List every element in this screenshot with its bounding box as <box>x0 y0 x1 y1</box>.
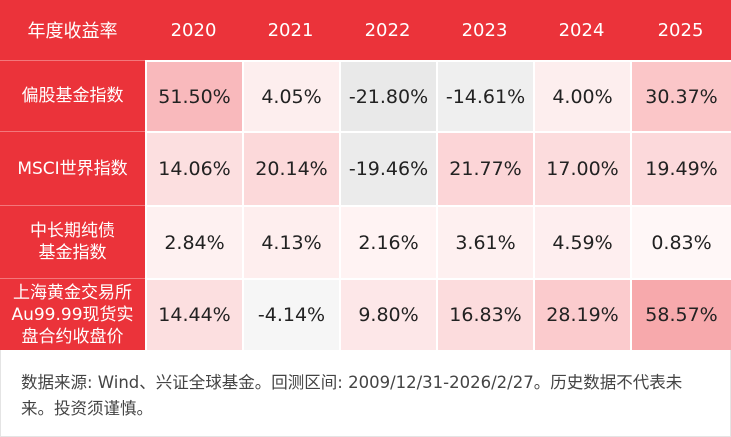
row-label-line: MSCI世界指数 <box>17 158 128 179</box>
header-cell: 年度收益率 <box>0 0 145 60</box>
row-label-line: Au99.99现货实 <box>11 304 134 325</box>
header-cell: 2022 <box>339 0 436 60</box>
value-cell: 4.00% <box>533 60 630 131</box>
value-cell: -14.61% <box>436 60 533 131</box>
row-label: 中长期纯债 基金指数 <box>0 205 145 278</box>
row-label-line: 基金指数 <box>38 243 107 263</box>
value-cell: 3.61% <box>436 205 533 278</box>
value-cell: 2.84% <box>145 205 242 278</box>
header-cell: 2024 <box>533 0 630 60</box>
header-cell: 2020 <box>145 0 242 60</box>
value-cell: -4.14% <box>242 278 339 350</box>
footnote: 数据来源: Wind、兴证全球基金。回测区间: 2009/12/31-2026/… <box>0 350 731 437</box>
header-cell: 2025 <box>630 0 731 60</box>
value-cell: 21.77% <box>436 131 533 205</box>
value-cell: 30.37% <box>630 60 731 131</box>
value-cell: 14.44% <box>145 278 242 350</box>
value-cell: 4.59% <box>533 205 630 278</box>
header-cell: 2021 <box>242 0 339 60</box>
row-label-line: 偏股基金指数 <box>21 86 124 106</box>
row-label-line: 盘合约收盘价 <box>21 326 124 347</box>
row-label-line: 上海黄金交易所 <box>13 282 132 303</box>
value-cell: 51.50% <box>145 60 242 131</box>
row-label: 上海黄金交易所 Au99.99现货实 盘合约收盘价 <box>0 278 145 350</box>
header-cell: 2023 <box>436 0 533 60</box>
value-cell: 2.16% <box>339 205 436 278</box>
value-cell: 19.49% <box>630 131 731 205</box>
row-label-line: 中长期纯债 <box>30 221 115 241</box>
row-label: MSCI世界指数 <box>0 131 145 205</box>
value-cell: 14.06% <box>145 131 242 205</box>
value-cell: 20.14% <box>242 131 339 205</box>
value-cell: -21.80% <box>339 60 436 131</box>
value-cell: 4.13% <box>242 205 339 278</box>
value-cell: 9.80% <box>339 278 436 350</box>
value-cell: 4.05% <box>242 60 339 131</box>
value-cell: 0.83% <box>630 205 731 278</box>
row-label: 偏股基金指数 <box>0 60 145 131</box>
value-cell: -19.46% <box>339 131 436 205</box>
value-cell: 58.57% <box>630 278 731 350</box>
value-cell: 28.19% <box>533 278 630 350</box>
value-cell: 16.83% <box>436 278 533 350</box>
value-cell: 17.00% <box>533 131 630 205</box>
